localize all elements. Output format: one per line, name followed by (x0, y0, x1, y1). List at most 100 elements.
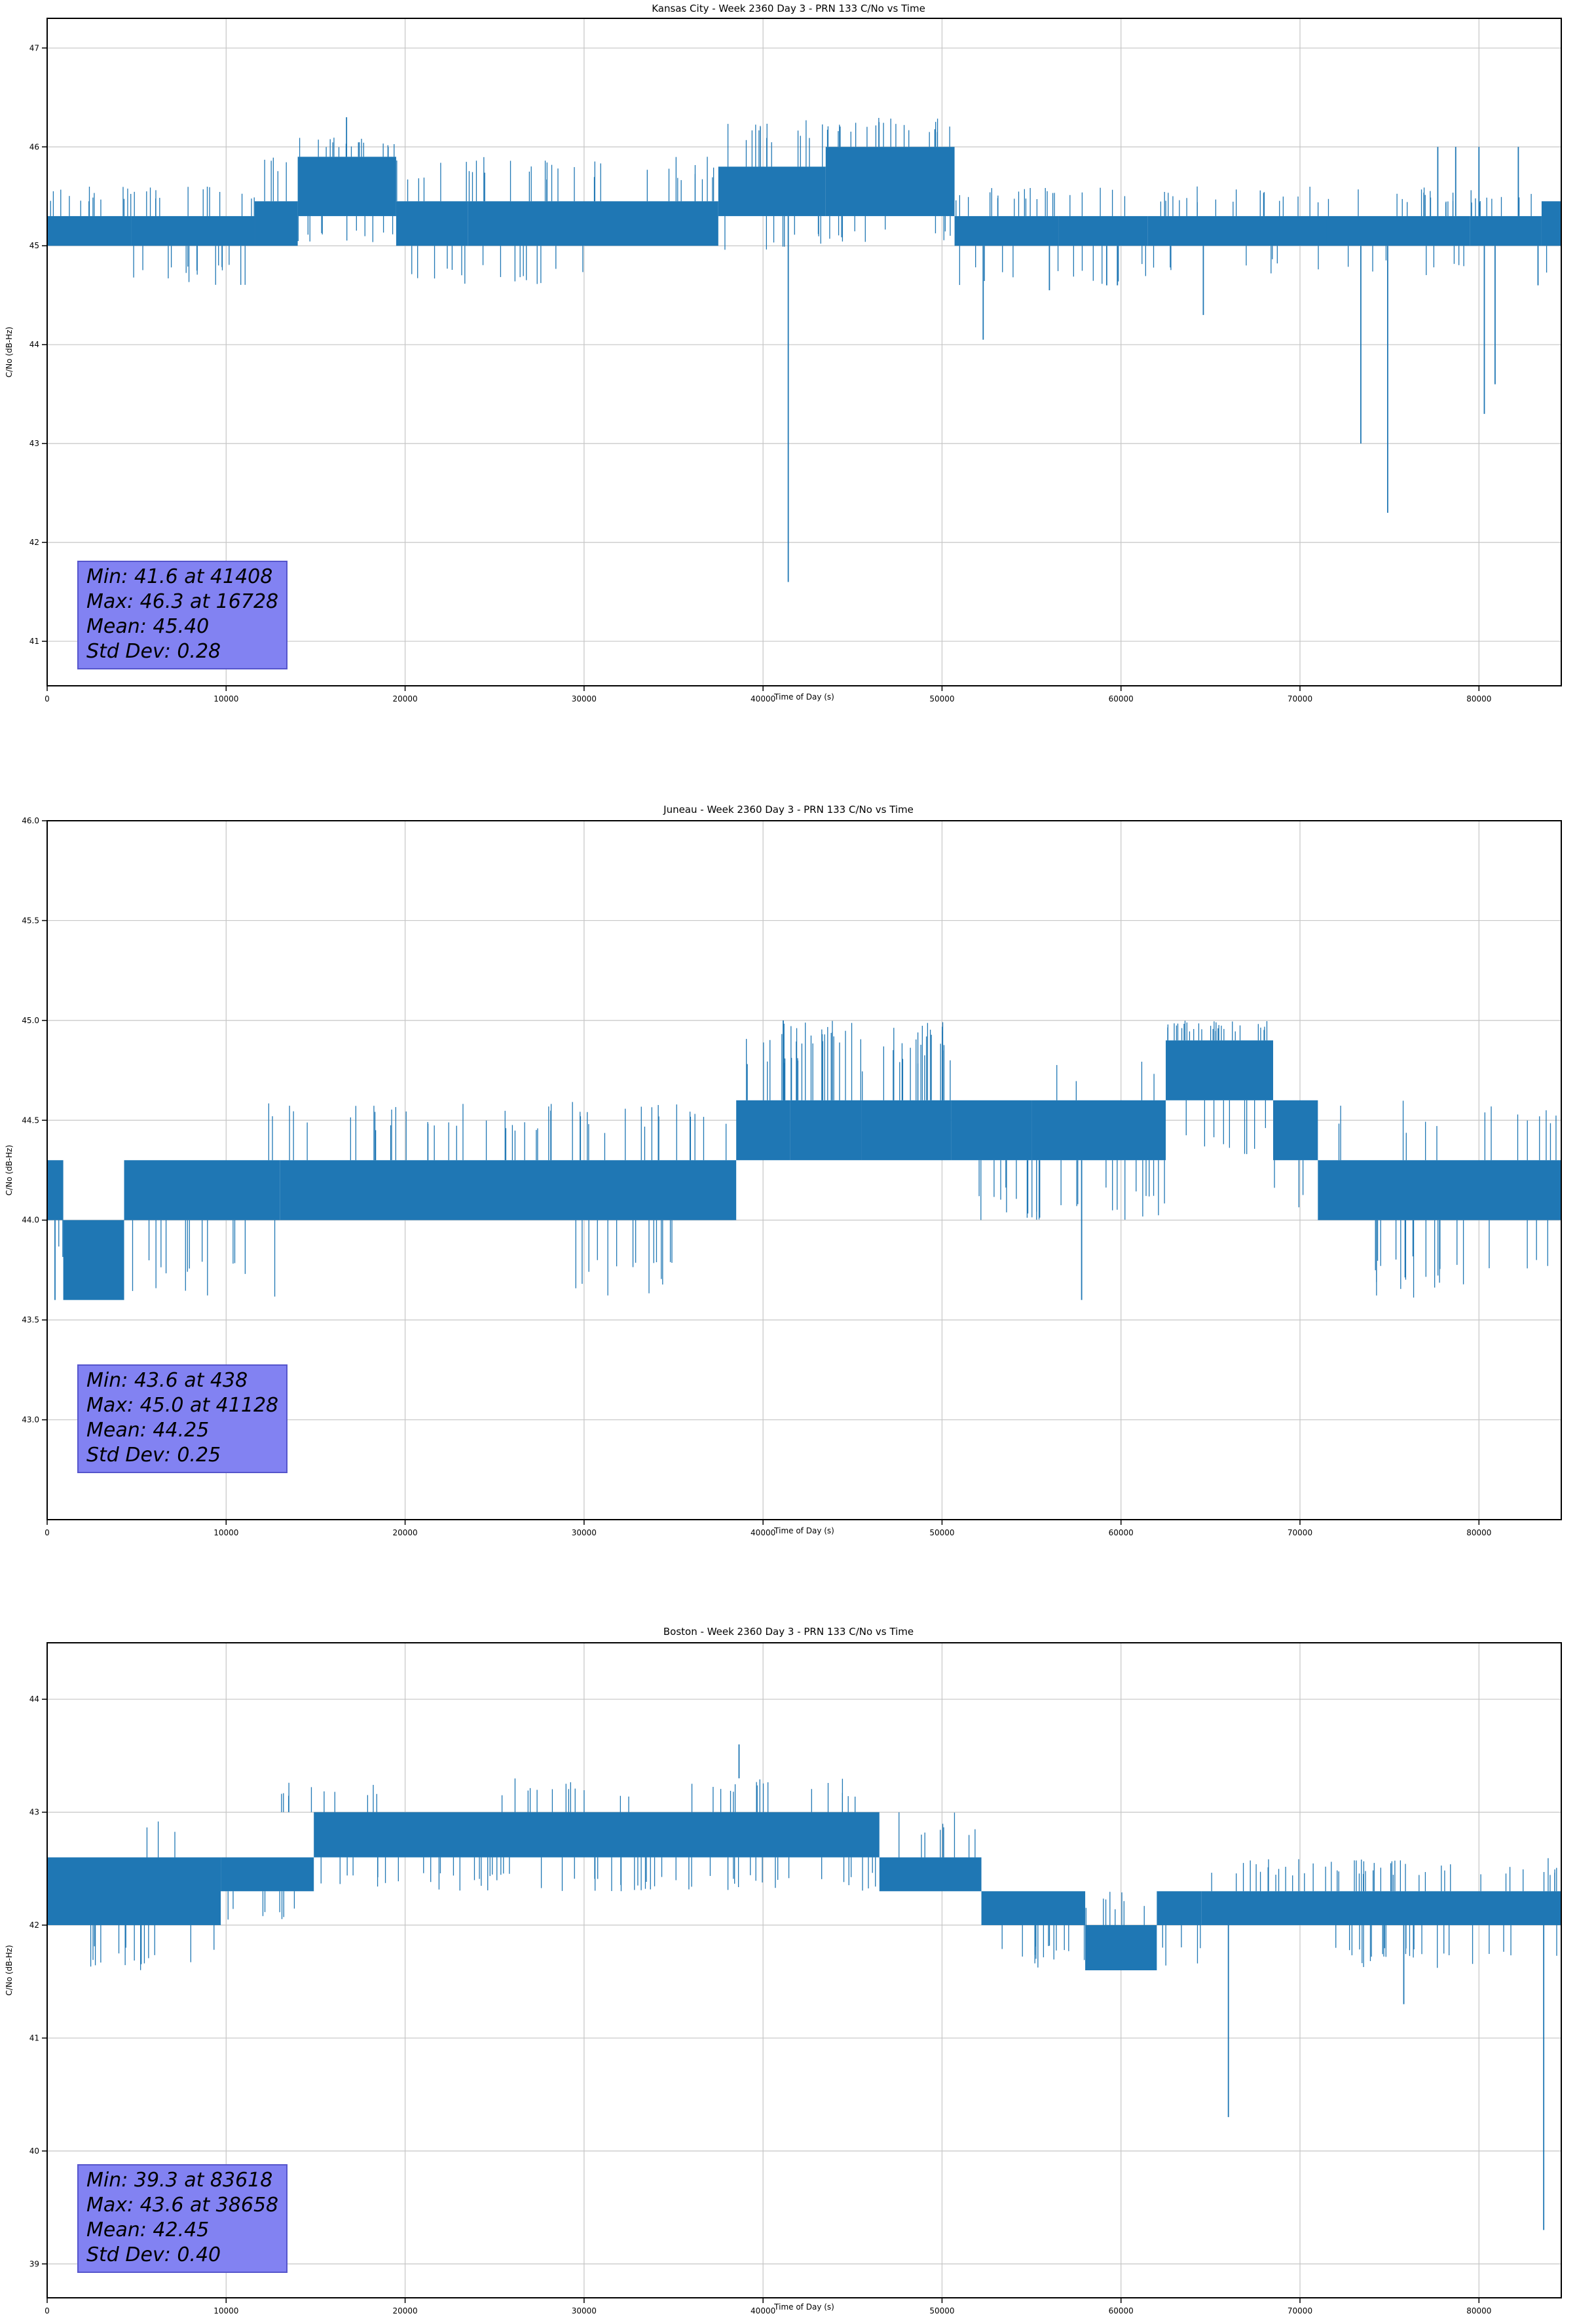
x-tick-label: 80000 (1466, 2306, 1491, 2315)
x-tick-label: 10000 (213, 1528, 238, 1537)
y-tick-label: 46 (29, 142, 39, 151)
signal-band (1031, 1100, 1166, 1161)
signal-band (124, 1160, 280, 1220)
signal-band (1085, 1925, 1157, 1970)
y-tick-label: 41 (29, 2033, 39, 2042)
signal-band (47, 1857, 221, 1926)
signal-band (736, 1100, 790, 1161)
chart-kansas-city: 0 10000 20000 30000 40000 50000 60000 70000 8000… (0, 0, 1577, 775)
x-tick-label: 60000 (1109, 694, 1134, 703)
signal-band (221, 1857, 314, 1892)
signal-band (468, 201, 718, 246)
x-tick-label: 60000 (1109, 2306, 1134, 2315)
signal-band (280, 1160, 737, 1220)
x-tick-label: 30000 (572, 2306, 597, 2315)
x-tick-label: 0 (45, 694, 50, 703)
plot-area (47, 1643, 1561, 2298)
x-tick-label: 0 (45, 2306, 50, 2315)
plot-canvas-boston: 0 10000 20000 30000 40000 50000 60000 70000 8000… (5, 1642, 1562, 2315)
x-tick-label: 50000 (929, 1528, 954, 1537)
signal-band (63, 1220, 124, 1300)
x-tick-label: 70000 (1288, 694, 1312, 703)
y-tick-label: 40 (29, 2146, 39, 2156)
x-tick-label: 40000 (751, 694, 775, 703)
signal-band (1318, 1160, 1561, 1220)
x-tick-label: 20000 (392, 694, 417, 703)
y-tick-label: 42 (29, 538, 39, 547)
y-tick-label: 43 (29, 439, 39, 448)
x-tick-label: 50000 (929, 2306, 954, 2315)
y-tick-label: 45 (29, 241, 39, 250)
x-axis-label: Time of Day (s) (773, 2302, 834, 2312)
stat-mean: Mean: 42.45 (86, 2219, 210, 2241)
signal-band (790, 1100, 862, 1161)
plot-canvas-kansas-city: 0 10000 20000 30000 40000 50000 60000 70000 8000… (5, 18, 1562, 703)
signal-band (951, 1100, 1032, 1161)
signal-band (47, 216, 132, 246)
chart-title: Kansas City - Week 2360 Day 3 - PRN 133 … (652, 3, 925, 14)
signal-band (1470, 216, 1542, 246)
signal-band (314, 1812, 880, 1858)
signal-band (1157, 1891, 1202, 1926)
stats-box: Min: 43.6 at 438 Max: 45.0 at 41128 Mean… (77, 1364, 288, 1473)
plot-border (46, 1642, 1562, 2298)
signal-band (255, 201, 298, 246)
x-tick-label: 40000 (751, 2306, 775, 2315)
stat-stddev: Std Dev: 0.40 (86, 2243, 221, 2266)
y-axis-label: C/No (dB-Hz) (5, 327, 14, 377)
x-tick-label: 30000 (572, 694, 597, 703)
y-tick-label: 42 (29, 1921, 39, 1930)
y-tick-label: 45.0 (22, 1016, 39, 1025)
x-tick-label: 70000 (1288, 1528, 1312, 1537)
y-axis-label: C/No (dB-Hz) (5, 1145, 14, 1195)
signal-band (718, 166, 826, 216)
stat-max: Max: 43.6 at 38658 (86, 2194, 279, 2217)
y-tick-label: 47 (29, 43, 39, 52)
y-tick-label: 39 (29, 2259, 39, 2268)
x-tick-label: 50000 (929, 694, 954, 703)
y-tick-label: 44.0 (22, 1216, 39, 1225)
y-tick-label: 44.5 (22, 1115, 39, 1125)
x-tick-label: 80000 (1466, 694, 1491, 703)
x-tick-label: 10000 (213, 694, 238, 703)
plot-area (47, 18, 1561, 686)
stat-min: Min: 41.6 at 41408 (86, 565, 273, 588)
y-axis-label: C/No (dB-Hz) (5, 1945, 14, 1995)
plot-canvas-juneau: 0 10000 20000 30000 40000 50000 60000 70000 8000… (5, 816, 1562, 1537)
stat-min: Min: 39.3 at 83618 (86, 2169, 273, 2192)
signal-band (396, 201, 468, 246)
signal-band (1273, 1100, 1318, 1161)
stat-mean: Mean: 44.25 (86, 1419, 210, 1442)
x-tick-label: 60000 (1109, 1528, 1134, 1537)
signal-band (1147, 216, 1327, 246)
y-tick-label: 45.5 (22, 916, 39, 925)
signal-band (47, 1160, 64, 1220)
plot-border (46, 820, 1562, 1520)
x-tick-label: 10000 (213, 2306, 238, 2315)
chart-title: Boston - Week 2360 Day 3 - PRN 133 C/No … (663, 1626, 914, 1638)
stat-stddev: Std Dev: 0.28 (86, 640, 221, 663)
signal-band (861, 1100, 952, 1161)
x-tick-label: 30000 (572, 1528, 597, 1537)
y-tick-label: 44 (29, 340, 39, 349)
stat-min: Min: 43.6 at 438 (86, 1369, 248, 1392)
signal-band (131, 216, 255, 246)
x-tick-label: 70000 (1288, 2306, 1312, 2315)
x-tick-label: 20000 (392, 1528, 417, 1537)
stats-box: Min: 39.3 at 83618 Max: 43.6 at 38658 Me… (77, 2164, 288, 2273)
x-tick-label: 20000 (392, 2306, 417, 2315)
stat-stddev: Std Dev: 0.25 (86, 1444, 221, 1467)
stat-mean: Mean: 45.40 (86, 615, 210, 638)
plot-border (46, 18, 1562, 686)
signal-band (981, 1891, 1086, 1926)
x-axis-label: Time of Day (s) (773, 692, 834, 702)
x-tick-label: 0 (45, 1528, 50, 1537)
x-tick-label: 40000 (751, 1528, 775, 1537)
y-tick-label: 43.0 (22, 1415, 39, 1425)
stat-max: Max: 46.3 at 16728 (86, 590, 279, 613)
signal-band (825, 147, 955, 216)
chart-title: Juneau - Week 2360 Day 3 - PRN 133 C/No … (663, 804, 914, 815)
signal-band (297, 157, 396, 216)
x-tick-label: 80000 (1466, 1528, 1491, 1537)
